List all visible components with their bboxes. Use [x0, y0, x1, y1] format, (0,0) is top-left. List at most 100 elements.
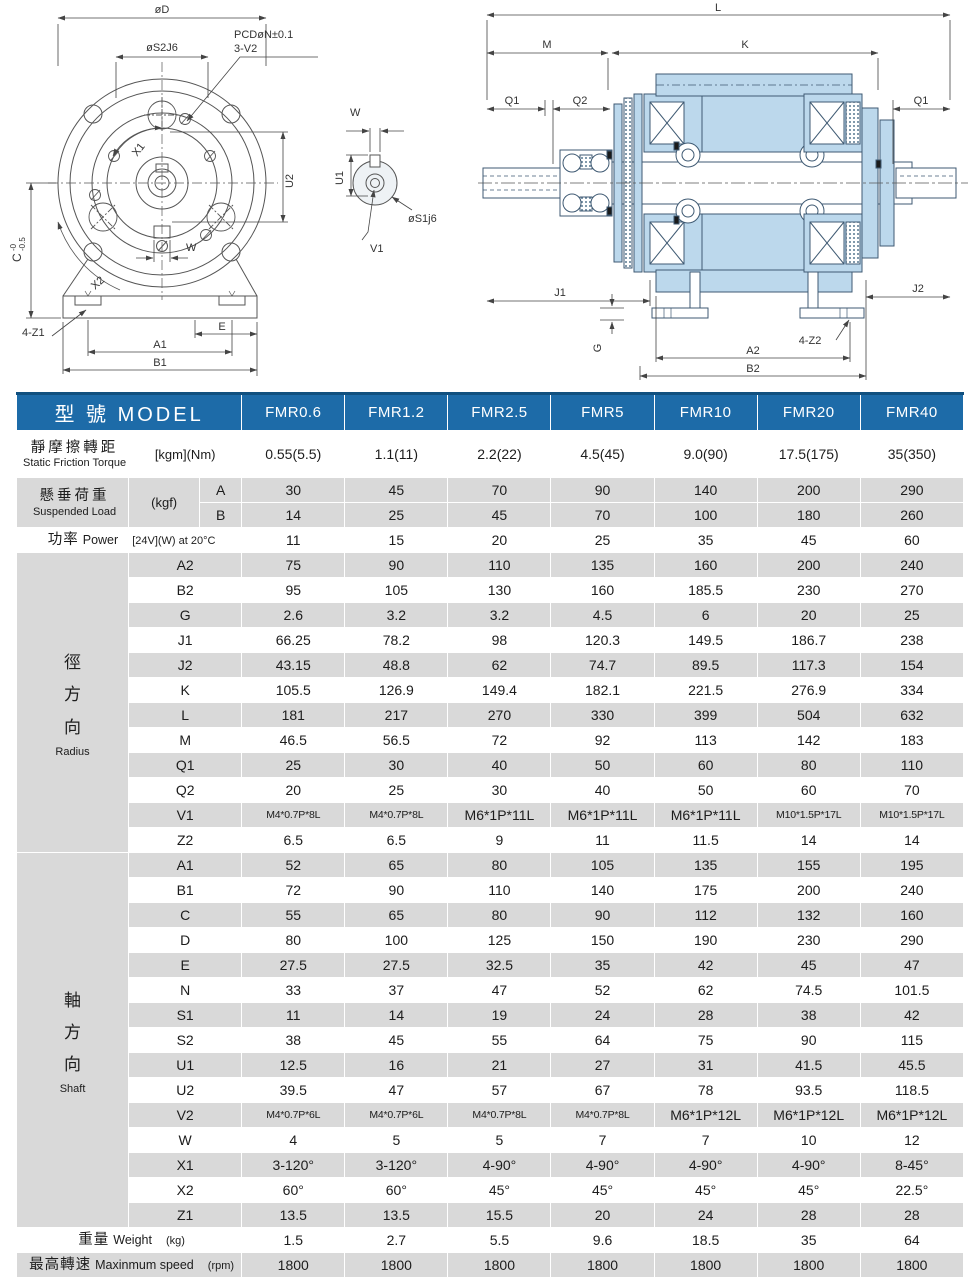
- table-row: 軸方向 Shaft A1 52 65 80 105 135 155 195: [15, 852, 965, 1228]
- dimension-key: G: [128, 602, 243, 628]
- table-row: Z1 13.5 13.5 15.5 20 24 28 28: [17, 1202, 965, 1228]
- value-cell: 25: [241, 752, 346, 778]
- value-cell: 13.5: [344, 1202, 449, 1228]
- value-cell: 160: [859, 902, 965, 928]
- value-cell: 110: [447, 877, 552, 903]
- value-cell: 38: [241, 1027, 346, 1053]
- value-cell: 118.5: [859, 1077, 965, 1103]
- dim-label-b1: B1: [153, 357, 166, 369]
- dimension-key: C: [128, 902, 243, 928]
- row-unit-power: [24V](W) at 20°C: [132, 534, 216, 547]
- table-row: K 105.5 126.9 149.4 182.1 221.5 276.9 334: [17, 677, 965, 703]
- value-cell: 33: [241, 977, 346, 1003]
- value-cell: 60: [756, 777, 861, 803]
- value-cell: 1800: [550, 1252, 655, 1278]
- table-row: X2 60° 60° 45° 45° 45° 45° 22.5°: [17, 1177, 965, 1203]
- dimension-key: W: [128, 1127, 243, 1153]
- value-cell: 42: [859, 1002, 965, 1028]
- value-cell: 7: [550, 1127, 655, 1153]
- value-cell: 75: [241, 552, 346, 578]
- value-cell: 130: [447, 577, 552, 603]
- value-cell: 65: [344, 902, 449, 928]
- value-cell: 25: [344, 502, 449, 528]
- table-row: M 46.5 56.5 72 92 113 142 183: [17, 727, 965, 753]
- value-cell: 20: [756, 602, 861, 628]
- dim-label-l: L: [715, 2, 721, 14]
- value-cell: 35: [550, 952, 655, 978]
- table-row: B2 95 105 130 160 185.5 230 270: [17, 577, 965, 603]
- value-cell: 78: [653, 1077, 758, 1103]
- value-cell: 3-120°: [344, 1152, 449, 1178]
- value-cell: 334: [859, 677, 965, 703]
- value-cell: 2.7: [344, 1227, 449, 1253]
- dimension-key: B1: [128, 877, 243, 903]
- value-cell: 105: [344, 577, 449, 603]
- value-cell: 330: [550, 702, 655, 728]
- value-cell: 6.5: [344, 827, 449, 853]
- dim-label-j2: J2: [912, 283, 924, 295]
- value-cell: 8-45°: [859, 1152, 965, 1178]
- value-cell: 270: [447, 702, 552, 728]
- dimension-key: L: [128, 702, 243, 728]
- value-cell: 18.5: [653, 1227, 758, 1253]
- value-cell: 52: [241, 852, 346, 878]
- value-cell: 62: [447, 652, 552, 678]
- value-cell: M6*1P*11L: [447, 802, 552, 828]
- value-cell: 25: [344, 777, 449, 803]
- value-cell: 4-90°: [756, 1152, 861, 1178]
- value-cell: 1.1(11): [344, 430, 449, 478]
- value-cell: 2.2(22): [447, 430, 552, 478]
- value-cell: 15: [344, 527, 449, 553]
- value-cell: 47: [859, 952, 965, 978]
- dimension-key: X2: [128, 1177, 243, 1203]
- value-cell: 45°: [447, 1177, 552, 1203]
- value-cell: 57: [447, 1077, 552, 1103]
- value-cell: 11: [550, 827, 655, 853]
- value-cell: 70: [859, 777, 965, 803]
- value-cell: 290: [859, 927, 965, 953]
- value-cell: 20: [447, 527, 552, 553]
- dim-label-k: K: [741, 39, 749, 51]
- value-cell: M10*1.5P*17L: [859, 802, 965, 828]
- value-cell: 5.5: [447, 1227, 552, 1253]
- value-cell: 32.5: [447, 952, 552, 978]
- value-cell: FMR2.5: [447, 392, 552, 431]
- dimension-key: A2: [128, 552, 243, 578]
- dimension-key: K: [128, 677, 243, 703]
- dim-label-x1: X1: [130, 141, 148, 159]
- value-cell: 67: [550, 1077, 655, 1103]
- dim-label-4z2: 4-Z2: [799, 335, 822, 347]
- value-cell: 4.5(45): [550, 430, 655, 478]
- dim-label-b2: B2: [746, 363, 759, 375]
- value-cell: 39.5: [241, 1077, 346, 1103]
- dim-label-4z1: 4-Z1: [22, 327, 45, 339]
- technical-drawings: øD øS2J6 PCDøN±0.1 3-V2 X1 U2 W C -0 -0.…: [0, 0, 980, 392]
- value-cell: 11: [241, 527, 346, 553]
- table-row: X1 3-120° 3-120° 4-90° 4-90° 4-90° 4-90° 8-45°: [17, 1152, 965, 1178]
- table-row: L 181 217 270 330 399 504 632: [17, 702, 965, 728]
- table-row: N 33 37 47 52 62 74.5 101.5: [17, 977, 965, 1003]
- value-cell: 28: [756, 1202, 861, 1228]
- value-cell: 180: [756, 502, 861, 528]
- value-cell: 95: [241, 577, 346, 603]
- value-cell: 140: [550, 877, 655, 903]
- table-row: S2 38 45 55 64 75 90 115: [17, 1027, 965, 1053]
- value-cell: 43.15: [241, 652, 346, 678]
- value-cell: 110: [859, 752, 965, 778]
- value-cell: 35: [653, 527, 758, 553]
- value-cell: 27: [550, 1052, 655, 1078]
- value-cell: 113: [653, 727, 758, 753]
- value-cell: 15.5: [447, 1202, 552, 1228]
- value-cell: 19: [447, 1002, 552, 1028]
- value-cell: 149.5: [653, 627, 758, 653]
- value-cell: 40: [550, 777, 655, 803]
- value-cell: 72: [447, 727, 552, 753]
- front-view-drawing: øD øS2J6 PCDøN±0.1 3-V2 X1 U2 W C -0 -0.…: [9, 4, 318, 376]
- table-row: B1 72 90 110 140 175 200 240: [17, 877, 965, 903]
- table-row: D 80 100 125 150 190 230 290: [17, 927, 965, 953]
- value-cell: 72: [241, 877, 346, 903]
- value-cell: 4-90°: [550, 1152, 655, 1178]
- value-cell: 45°: [653, 1177, 758, 1203]
- value-cell: 45: [756, 527, 861, 553]
- value-cell: 185.5: [653, 577, 758, 603]
